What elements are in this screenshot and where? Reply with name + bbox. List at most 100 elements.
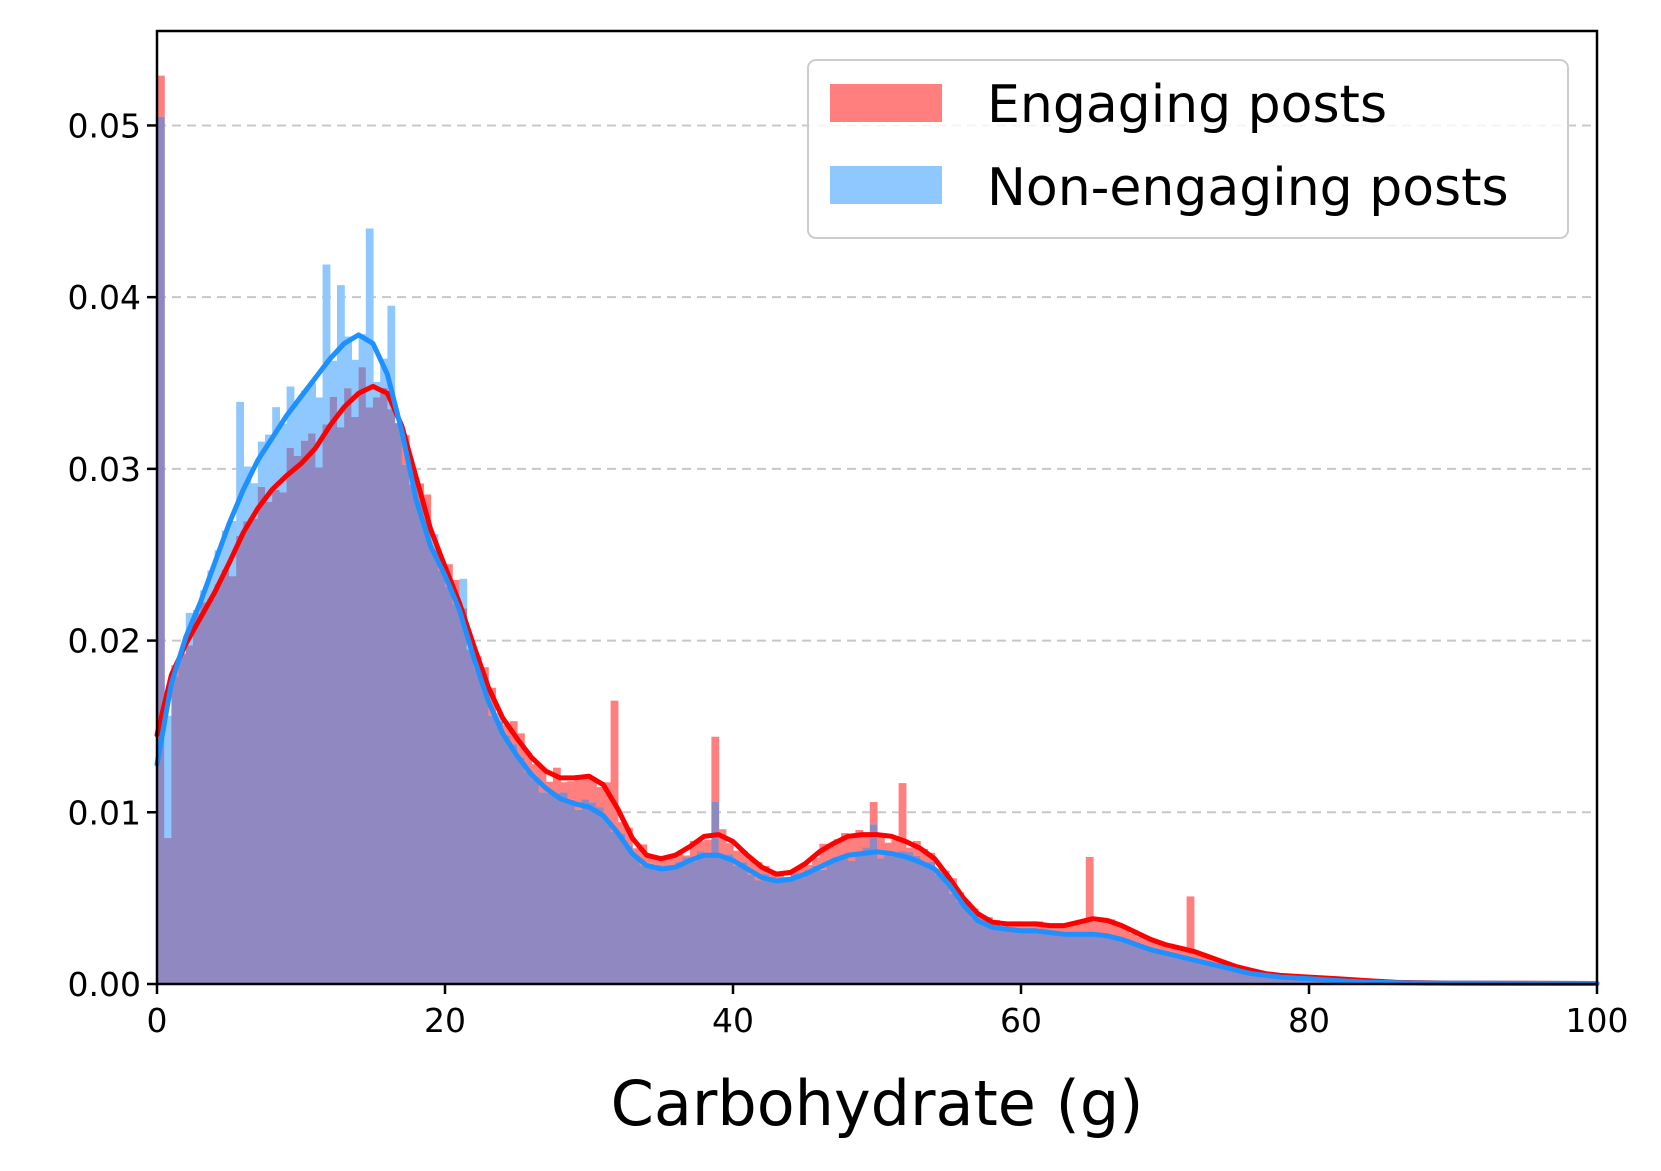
- histogram-bar-overlap: [546, 793, 554, 984]
- histogram-bar-overlap: [992, 930, 1000, 984]
- histogram-bar-overlap: [618, 834, 626, 984]
- histogram-bar-overlap: [459, 608, 467, 984]
- histogram-bar-overlap: [1035, 930, 1043, 984]
- histogram-bar-overlap: [927, 862, 935, 984]
- histogram-bar-overlap: [265, 502, 273, 984]
- histogram-bar-overlap: [186, 645, 194, 984]
- histogram-bar-overlap: [884, 855, 892, 984]
- histogram-bar-overlap: [704, 853, 712, 984]
- histogram-bar-overlap: [452, 604, 460, 984]
- histogram-bar-overlap: [251, 519, 259, 984]
- histogram-bar-overlap: [812, 866, 820, 984]
- histogram-bar-overlap: [517, 757, 525, 984]
- histogram-bar-overlap: [359, 367, 367, 984]
- histogram-bar: [726, 843, 734, 854]
- histogram-bar-overlap: [639, 865, 647, 984]
- histogram-bar-overlap: [402, 465, 410, 984]
- histogram-bar-overlap: [503, 735, 511, 984]
- histogram-bar-overlap: [1136, 946, 1144, 984]
- x-tick-label: 80: [1288, 1001, 1330, 1040]
- histogram-bar-overlap: [942, 876, 950, 984]
- histogram-bar-overlap: [395, 423, 403, 984]
- histogram-bar-overlap: [791, 873, 799, 984]
- histogram-bar: [351, 360, 359, 417]
- histogram-bar-overlap: [330, 397, 338, 984]
- histogram-bar-overlap: [920, 863, 928, 984]
- histogram-bar-overlap: [171, 676, 179, 984]
- y-tick-label: 0.05: [68, 106, 141, 145]
- histogram-bar-overlap: [899, 851, 907, 984]
- histogram-bar-overlap: [798, 877, 806, 984]
- histogram-bar-overlap: [1071, 935, 1079, 984]
- legend-swatch-engaging: [830, 84, 942, 122]
- histogram-bar-overlap: [164, 838, 172, 984]
- histogram-bar: [330, 361, 338, 397]
- histogram-bar-overlap: [1043, 933, 1051, 984]
- histogram-bar-overlap: [956, 902, 964, 984]
- histogram-bar-overlap: [1143, 949, 1151, 984]
- histogram-bar-overlap: [387, 409, 395, 984]
- histogram-bar-overlap: [301, 441, 309, 984]
- histogram-bar-overlap: [870, 824, 878, 984]
- histogram-bar-overlap: [481, 677, 489, 984]
- y-tick-label: 0.00: [68, 965, 141, 1004]
- histogram-bar-overlap: [1064, 934, 1072, 984]
- histogram-bar-overlap: [783, 878, 791, 984]
- histogram-bar-overlap: [1172, 955, 1180, 984]
- histogram-bar-overlap: [711, 802, 719, 984]
- histogram-bar-overlap: [337, 427, 345, 984]
- histogram-bar-overlap: [654, 865, 662, 984]
- histogram-bar-overlap: [423, 521, 431, 984]
- histogram-bar-overlap: [575, 810, 583, 984]
- histogram-bar-overlap: [589, 802, 597, 984]
- histogram-bar-overlap: [683, 857, 691, 984]
- histogram-bar-overlap: [1100, 938, 1108, 984]
- histogram-bar-overlap: [740, 862, 748, 984]
- histogram-bar-overlap: [819, 870, 827, 984]
- histogram-bar-overlap: [229, 576, 237, 984]
- histogram-bar-overlap: [560, 792, 568, 984]
- histogram-bar-overlap: [236, 536, 244, 984]
- histogram-bar-overlap: [963, 906, 971, 984]
- histogram-bar-overlap: [308, 433, 316, 984]
- histogram-bar-overlap: [1129, 945, 1137, 984]
- histogram-bar-overlap: [747, 875, 755, 984]
- histogram-bar-overlap: [351, 417, 359, 984]
- y-tick-label: 0.03: [68, 450, 141, 489]
- histogram-bar-overlap: [949, 894, 957, 984]
- histogram-bar-overlap: [1107, 939, 1115, 984]
- histogram-bar-overlap: [215, 584, 223, 984]
- histogram-bar: [560, 782, 568, 792]
- histogram-bar-overlap: [279, 492, 287, 984]
- histogram-bar-overlap: [1021, 930, 1029, 984]
- histogram-bar-overlap: [438, 571, 446, 984]
- histogram-bar-overlap: [827, 860, 835, 984]
- y-tick-label: 0.04: [68, 278, 141, 317]
- y-tick-label: 0.01: [68, 793, 141, 832]
- histogram-bar-overlap: [978, 923, 986, 984]
- histogram-bar-overlap: [848, 861, 856, 984]
- histogram-bar: [294, 401, 302, 455]
- histogram-bar-overlap: [999, 931, 1007, 984]
- histogram-bar-overlap: [294, 456, 302, 984]
- histogram-bar-overlap: [1151, 952, 1159, 984]
- histogram-bar-overlap: [985, 926, 993, 984]
- histogram-bar-overlap: [380, 388, 388, 984]
- legend-swatch-non-engaging: [830, 166, 942, 204]
- x-tick-label: 0: [147, 1001, 168, 1040]
- histogram-bar-overlap: [467, 650, 475, 984]
- histogram-bar-overlap: [495, 721, 503, 984]
- histogram-bar-overlap: [863, 847, 871, 984]
- histogram-bar-overlap: [567, 800, 575, 984]
- histogram-bar-overlap: [855, 854, 863, 984]
- histogram-bar-overlap: [510, 744, 518, 984]
- histogram-bar-overlap: [1179, 958, 1187, 984]
- histogram-bar-overlap: [1079, 936, 1087, 984]
- histogram-bar-overlap: [1187, 960, 1195, 984]
- histogram-bar-overlap: [531, 779, 539, 984]
- histogram-bar-overlap: [719, 855, 727, 984]
- histogram-bar-overlap: [805, 869, 813, 984]
- histogram-bar-overlap: [323, 424, 331, 984]
- x-tick-label: 100: [1566, 1001, 1629, 1040]
